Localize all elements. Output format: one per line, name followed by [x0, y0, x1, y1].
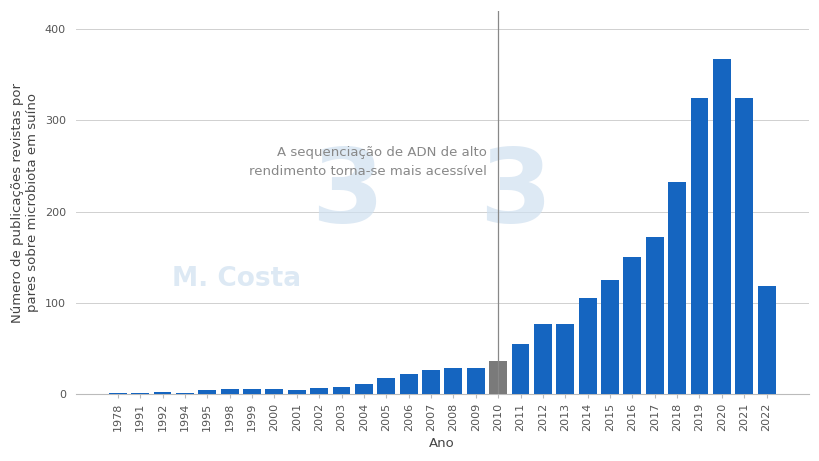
- X-axis label: Ano: Ano: [429, 437, 455, 450]
- Bar: [690, 98, 708, 394]
- Bar: [220, 390, 238, 394]
- Bar: [355, 384, 373, 394]
- Bar: [287, 390, 305, 394]
- Bar: [667, 183, 686, 394]
- Bar: [533, 324, 551, 394]
- Bar: [422, 370, 440, 394]
- Bar: [600, 280, 618, 394]
- Bar: [622, 257, 640, 394]
- Bar: [735, 98, 753, 394]
- Bar: [333, 387, 350, 394]
- Bar: [712, 59, 730, 394]
- Bar: [242, 390, 260, 394]
- Bar: [511, 344, 529, 394]
- Bar: [109, 393, 127, 394]
- Bar: [198, 390, 216, 394]
- Text: A sequenciação de ADN de alto
rendimento torna-se mais acessível: A sequenciação de ADN de alto rendimento…: [249, 146, 486, 177]
- Bar: [265, 390, 283, 394]
- Text: 3: 3: [310, 144, 382, 245]
- Bar: [153, 392, 171, 394]
- Bar: [310, 389, 328, 394]
- Bar: [466, 368, 484, 394]
- Bar: [444, 368, 462, 394]
- Bar: [176, 393, 193, 394]
- Bar: [377, 378, 395, 394]
- Bar: [578, 298, 596, 394]
- Bar: [645, 237, 663, 394]
- Bar: [757, 286, 775, 394]
- Bar: [489, 361, 506, 394]
- Y-axis label: Número de publicações revistas por
pares sobre microbiota em suíno: Número de publicações revistas por pares…: [11, 83, 39, 323]
- Bar: [555, 324, 573, 394]
- Bar: [399, 374, 417, 394]
- Bar: [131, 393, 149, 394]
- Text: M. Costa: M. Costa: [172, 266, 301, 292]
- Text: 3: 3: [479, 144, 551, 245]
